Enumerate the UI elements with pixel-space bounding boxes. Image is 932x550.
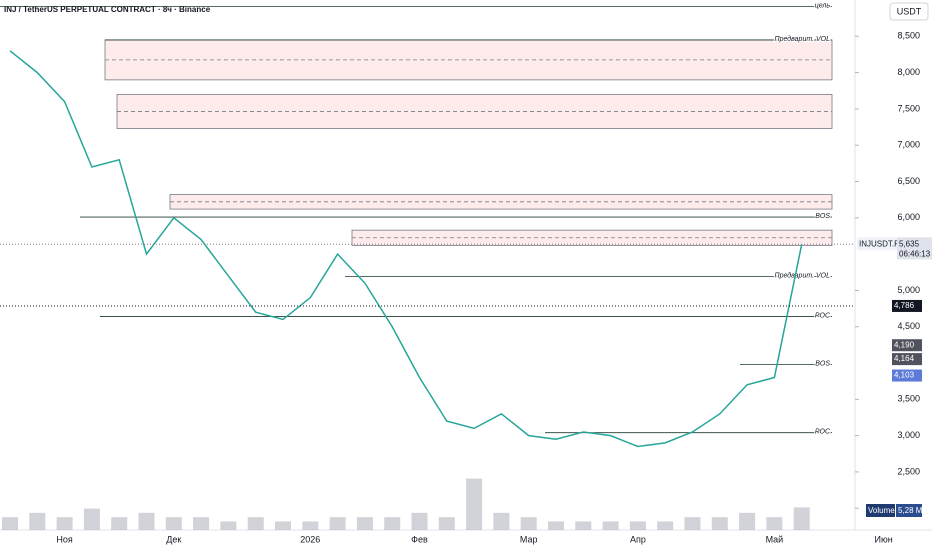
volume-bar <box>657 521 674 530</box>
volume-bar <box>275 521 291 530</box>
volume-bar <box>411 512 428 530</box>
volume-bar <box>711 517 728 530</box>
volume-bar <box>165 517 182 530</box>
volume-bar <box>793 507 810 530</box>
volume-bar <box>438 517 455 530</box>
volume-name: Volume <box>868 506 895 515</box>
y-tick-label: 7,000 <box>897 140 920 150</box>
x-tick-label: 2026 <box>300 534 320 544</box>
level-label: цель <box>815 2 831 9</box>
volume-bar <box>384 517 401 530</box>
y-tick-label: 8,500 <box>897 31 920 41</box>
level-label: Предварит. VOL <box>775 271 831 279</box>
price-label-box <box>892 353 922 366</box>
price-label: 4,164 <box>894 354 915 363</box>
price-label: 4,103 <box>894 371 915 380</box>
symbol-box <box>857 237 897 251</box>
volume-bar <box>138 512 155 530</box>
volume-bar <box>575 521 592 530</box>
price-label-box <box>892 339 922 352</box>
x-tick-label: Май <box>766 534 784 544</box>
y-tick-label: 7,500 <box>897 103 920 113</box>
volume-bar <box>111 517 128 530</box>
x-tick-label: Апр <box>630 534 646 544</box>
x-tick-label: Июн <box>874 534 892 544</box>
chart-title: INJ / TetherUS PERPETUAL CONTRACT · 8ч ·… <box>4 5 211 14</box>
volume-bar <box>193 517 210 530</box>
volume-bar <box>83 508 100 530</box>
volume-bar <box>56 517 73 530</box>
volume-name-box <box>866 504 895 517</box>
price-label-box <box>892 299 922 312</box>
volume-bar <box>739 512 756 530</box>
volume-bar <box>466 478 483 530</box>
volume-bar <box>629 521 646 530</box>
volume-bar <box>2 517 18 530</box>
x-tick-label: Ноя <box>56 534 73 544</box>
level-label: POC <box>815 429 831 436</box>
price-line <box>9 50 803 448</box>
currency-box[interactable] <box>889 2 929 21</box>
x-tick-label: Дек <box>166 534 181 544</box>
volume-bar <box>29 512 46 530</box>
x-tick-label: Мар <box>520 534 538 544</box>
countdown: 06:46:13 <box>899 249 931 258</box>
y-tick-label: 3,000 <box>897 430 920 440</box>
volume-bar <box>602 521 619 530</box>
y-tick-label: 5,000 <box>897 285 920 295</box>
volume-bar <box>548 521 564 530</box>
volume-bar <box>520 517 537 530</box>
level-label: BOS <box>815 360 830 367</box>
volume-bar <box>356 517 373 530</box>
y-tick-label: 4,500 <box>897 321 920 331</box>
last-price-label: 5,635 <box>899 239 920 248</box>
y-tick-label: 6,500 <box>897 176 920 186</box>
price-label-box <box>892 369 922 382</box>
volume-bar <box>766 517 783 530</box>
y-tick-label: 2,500 <box>897 466 920 476</box>
level-label: POC <box>815 312 831 319</box>
level-label: Предварит. VOL <box>775 35 831 43</box>
volume-bar <box>247 517 264 530</box>
volume-bar <box>220 521 237 530</box>
last-price-box <box>897 237 932 260</box>
y-tick-label: 8,000 <box>897 67 920 77</box>
symbol-label: INJUSDT.P <box>859 239 899 248</box>
volume-value: 5,28 M <box>898 506 923 515</box>
y-tick-label: 3,500 <box>897 394 920 404</box>
level-label: BOS <box>815 213 830 220</box>
price-label: 4,190 <box>894 340 915 349</box>
volume-bar <box>329 517 346 530</box>
y-tick-label: 6,000 <box>897 212 920 222</box>
volume-bar <box>493 512 510 530</box>
currency[interactable]: USDT <box>897 6 922 16</box>
volume-bar <box>302 521 319 530</box>
x-tick-label: Фев <box>411 534 428 544</box>
volume-value-box <box>896 504 922 517</box>
volume-bar <box>684 517 701 530</box>
price-label: 4,786 <box>894 301 915 310</box>
